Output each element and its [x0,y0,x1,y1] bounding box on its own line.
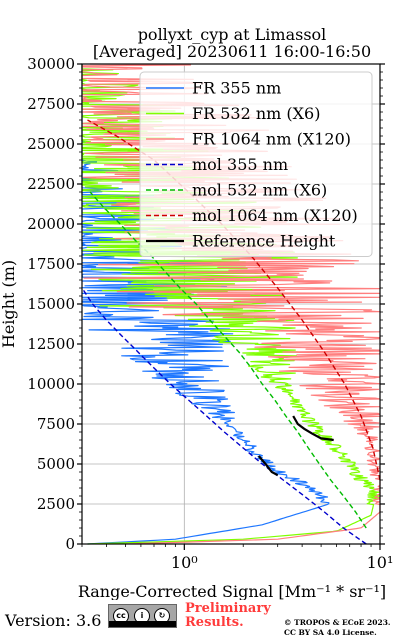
legend-label: mol 1064 nm (X120) [192,206,358,225]
y-tick-label: 20000 [27,215,75,233]
x-tick-label: 10⁰ [171,553,198,572]
chart-title: pollyxt_cyp at Limassol [138,25,327,44]
series-reference-height [257,455,279,477]
legend-box [139,71,373,257]
y-tick-label: 17500 [27,255,75,273]
y-tick-label: 2500 [37,495,75,513]
copyright-line-1: © TROPOS & ECoE 2023. [284,618,391,627]
copyright-line-2: CC BY SA 4.0 License. [284,628,377,637]
y-tick-label: 12500 [27,335,75,353]
y-tick-label: 27500 [27,95,75,113]
series-mol-1064-nm-x120- [87,119,381,481]
y-tick-label: 10000 [27,375,75,393]
series-reference-height [292,415,334,442]
legend-label: FR 355 nm [192,79,281,98]
cc-by-sa-badge-icon: cc i ↻ [108,604,177,628]
legend-label: FR 1064 nm (X120) [192,130,351,149]
preliminary-line-1: Preliminary [185,601,271,616]
chart-figure: pollyxt_cyp at Limassol [Averaged] 20230… [0,25,393,600]
y-tick-label: 25000 [27,135,75,153]
y-tick-label: 15000 [27,295,75,313]
legend-label: FR 532 nm (X6) [192,104,320,123]
y-tick-label: 7500 [37,415,75,433]
y-tick-label: 30000 [27,55,75,73]
series-mol-355-nm [81,287,367,545]
legend-label: mol 355 nm [192,155,288,174]
copyright-notice: © TROPOS & ECoE 2023. CC BY SA 4.0 Licen… [284,618,391,638]
axis-ticks: 0 2500 5000 7500 10000 12500 15000 17500 20000 22… [27,55,393,572]
x-tick-label: 10¹ [367,553,394,572]
legend: FR 355 nm FR 532 nm (X6) FR 1064 nm (X120)… [139,71,373,257]
preliminary-line-2: Results. [185,615,244,630]
x-axis-label: Range-Corrected Signal [Mm⁻¹ * sr⁻¹] [78,582,386,600]
y-tick-label: 0 [65,535,75,553]
y-tick-label: 22500 [27,175,75,193]
legend-label: mol 532 nm (X6) [192,181,327,200]
y-tick-label: 5000 [37,455,75,473]
preliminary-notice: Preliminary Results. [185,602,271,630]
legend-label: Reference Height [192,232,336,251]
chart-subtitle: [Averaged] 20230611 16:00-16:50 [93,42,371,61]
badge-strip [109,621,176,627]
y-axis-label: Height (m) [0,260,18,348]
version-label: Version: 3.6 [5,611,102,630]
